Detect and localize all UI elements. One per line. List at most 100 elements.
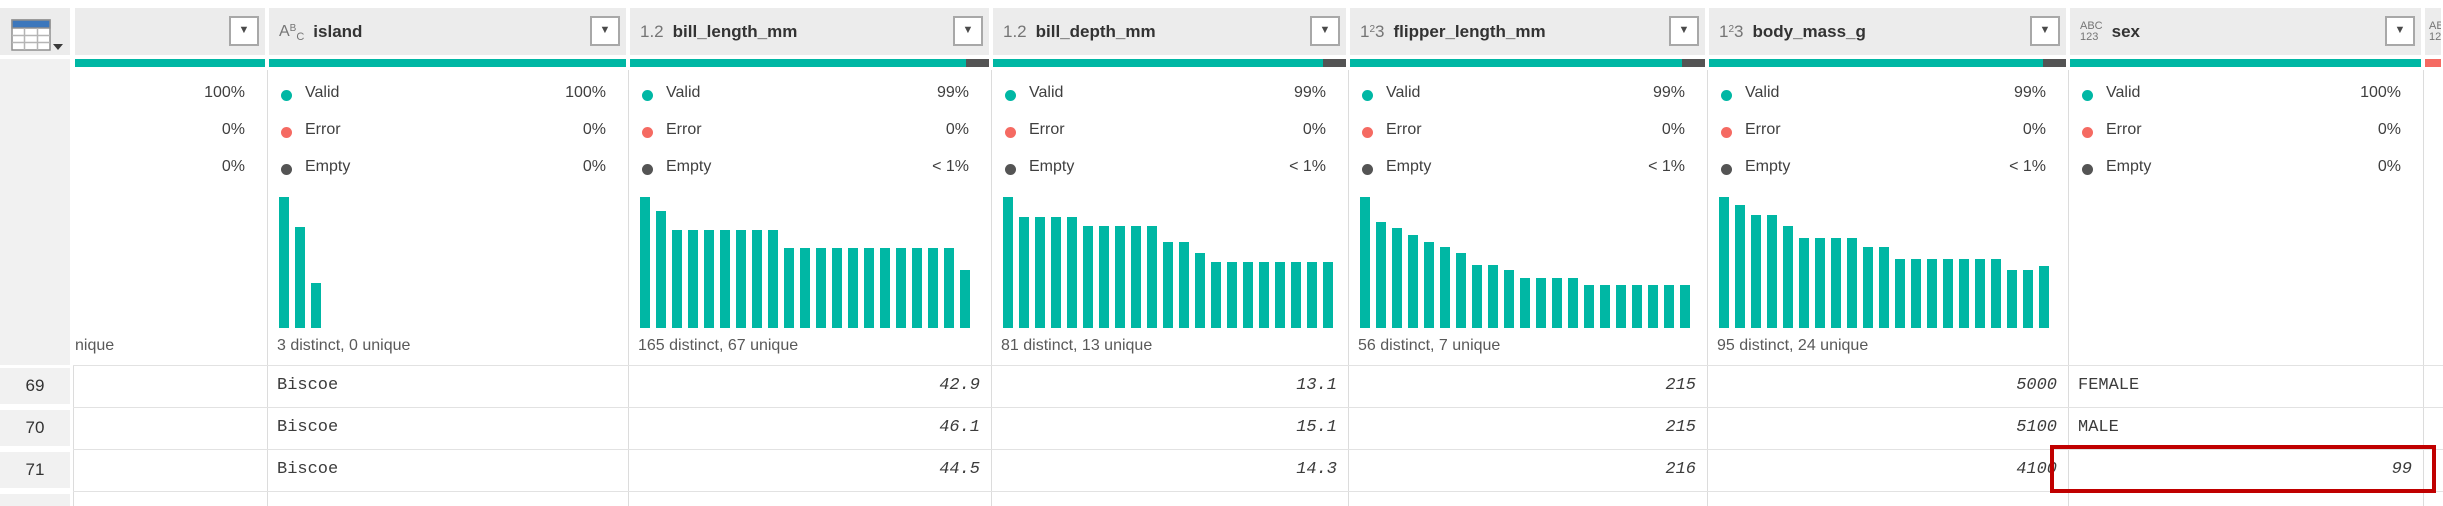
stat-value-empty: < 1% (932, 158, 969, 175)
row-number-69[interactable]: 69 (0, 368, 70, 404)
column-header-sex[interactable]: ABC 123 sex (2070, 8, 2421, 55)
cell-sex-row69[interactable]: FEMALE (2078, 376, 2140, 395)
histogram-bar (1131, 226, 1141, 328)
histogram-bar (912, 248, 922, 328)
stat-value-empty: 0% (2377, 158, 2401, 175)
cell-offscreen-right-row70[interactable] (2423, 407, 2443, 449)
stat-row-error: Error 0% (991, 121, 1348, 143)
histogram-bar (1211, 262, 1221, 328)
type-icon-glyph: 1 (1360, 21, 1370, 41)
histogram-bar (656, 211, 666, 328)
stat-label-error: Error (1029, 121, 1065, 138)
histogram-bar (1323, 262, 1333, 328)
cell-island-row70[interactable]: Biscoe (277, 418, 339, 437)
cell-bill_length_mm-row69[interactable]: 42.9 (939, 376, 980, 395)
stat-row-empty: Empty 0% (2068, 158, 2423, 180)
cell-bill_length_mm-row70[interactable]: 46.1 (939, 418, 980, 437)
cell-flipper_length_mm-row69[interactable]: 215 (1665, 376, 1696, 395)
stat-row-error: Error 0% (2068, 121, 2423, 143)
histogram-bar (1751, 215, 1761, 328)
filter-dropdown-button[interactable]: ▼ (2385, 16, 2415, 46)
decimal-type-icon: 1.2 (1003, 22, 1027, 42)
stat-label-empty: Empty (666, 158, 712, 175)
cell-offscreen-left-row71[interactable] (73, 449, 266, 491)
stat-value-valid: 100% (565, 84, 606, 101)
error-dot-icon (1721, 127, 1732, 138)
cell-bill_depth_mm-row71[interactable]: 14.3 (1296, 460, 1337, 479)
cell-bill_depth_mm-row69[interactable]: 13.1 (1296, 376, 1337, 395)
filter-dropdown-button[interactable]: ▼ (590, 16, 620, 46)
row-number-70[interactable]: 70 (0, 410, 70, 446)
row-separator (73, 491, 2443, 492)
filter-dropdown-button[interactable]: ▼ (1669, 16, 1699, 46)
stat-value-error: 0% (2377, 121, 2401, 138)
cell-offscreen-right-row69[interactable] (2423, 365, 2443, 407)
column-flipper_length_mm: 1 2 3 flipper_length_mm ▼ Valid 99% Error 0% Empt… (1348, 0, 1707, 506)
type-icon-glyph: 123 (2429, 30, 2441, 43)
histogram-bar (688, 230, 698, 328)
histogram-bar (960, 270, 970, 328)
valid-dot-icon (2082, 90, 2093, 101)
histogram-bar (1115, 226, 1125, 328)
empty-dot-icon (281, 164, 292, 175)
cell-flipper_length_mm-row72 (1348, 491, 1706, 506)
cell-flipper_length_mm-row71[interactable]: 216 (1665, 460, 1696, 479)
row-number-71[interactable]: 71 (0, 452, 70, 488)
quality-bar (2425, 59, 2441, 67)
filter-dropdown-button[interactable]: ▼ (1310, 16, 1340, 46)
row-number-stub (0, 494, 70, 506)
filter-caret-icon: ▼ (962, 24, 974, 36)
empty-dot-icon (1005, 164, 1016, 175)
cell-sex-row70[interactable]: MALE (2078, 418, 2119, 437)
cell-island-row69[interactable]: Biscoe (277, 376, 339, 395)
row-separator (73, 365, 2443, 366)
filter-dropdown-button[interactable]: ▼ (2030, 16, 2060, 46)
value-distribution-histogram (1360, 197, 1705, 328)
filter-dropdown-button[interactable]: ▼ (953, 16, 983, 46)
cell-flipper_length_mm-row70[interactable]: 215 (1665, 418, 1696, 437)
distinct-unique-label: 81 distinct, 13 unique (1001, 337, 1153, 354)
cell-offscreen-right-row71[interactable] (2423, 449, 2443, 491)
histogram-bar (1099, 226, 1109, 328)
column-header-bill_depth_mm[interactable]: 1.2 bill_depth_mm (993, 8, 1346, 55)
stat-row-error: Error 0% (267, 121, 628, 143)
column-header-flipper_length_mm[interactable]: 1 2 3 flipper_length_mm (1350, 8, 1705, 55)
cell-bill_depth_mm-row70[interactable]: 15.1 (1296, 418, 1337, 437)
quality-bar-segment-empty (1323, 59, 1346, 67)
cell-body_mass_g-row70[interactable]: 5100 (2016, 418, 2057, 437)
cell-island-row72 (267, 491, 627, 506)
value-distribution-histogram (279, 197, 626, 328)
cell-sex-row71[interactable]: 99 (2391, 460, 2412, 479)
histogram-bar (736, 230, 746, 328)
stat-value-error: 0% (221, 121, 245, 138)
quality-bar-segment-valid (630, 59, 966, 67)
stat-row-valid: Valid 99% (991, 84, 1348, 106)
stat-value-valid: 99% (1293, 84, 1326, 101)
stat-label-valid: Valid (1745, 84, 1780, 101)
histogram-bar (1600, 285, 1610, 328)
histogram-bar (1307, 262, 1317, 328)
cell-offscreen-left-row70[interactable] (73, 407, 266, 449)
filter-caret-icon: ▼ (1319, 24, 1331, 36)
cell-island-row71[interactable]: Biscoe (277, 460, 339, 479)
cell-offscreen-left-row69[interactable] (73, 365, 266, 407)
column-header-body_mass_g[interactable]: 1 2 3 body_mass_g (1709, 8, 2066, 55)
table-corner-header[interactable] (0, 8, 70, 55)
decimal-type-icon: 1.2 (640, 22, 664, 42)
histogram-bar (1991, 259, 2001, 328)
cell-body_mass_g-row69[interactable]: 5000 (2016, 376, 2057, 395)
histogram-bar (1035, 217, 1045, 328)
stat-label-empty: Empty (1745, 158, 1791, 175)
column-header-bill_length_mm[interactable]: 1.2 bill_length_mm (630, 8, 989, 55)
filter-dropdown-button[interactable]: ▼ (229, 16, 259, 46)
cell-body_mass_g-row71[interactable]: 4100 (2016, 460, 2057, 479)
empty-dot-icon (2082, 164, 2093, 175)
cell-sex-row72 (2068, 491, 2422, 506)
cell-bill_length_mm-row71[interactable]: 44.5 (939, 460, 980, 479)
histogram-bar (1831, 238, 1841, 328)
histogram-bar (1847, 238, 1857, 328)
